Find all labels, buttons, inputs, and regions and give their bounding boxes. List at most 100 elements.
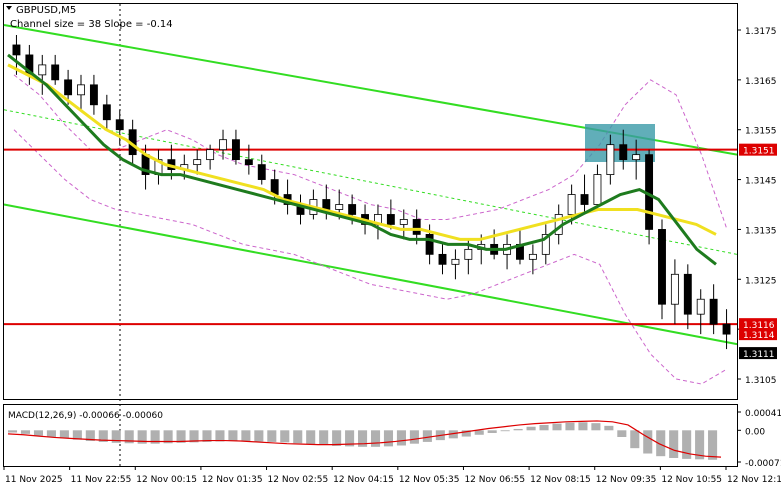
macd-tick-label: 0.00 <box>745 427 765 437</box>
macd-histogram-bar <box>461 430 471 437</box>
candle-body <box>115 119 124 131</box>
time-tick-label: 12 Nov 09:35 <box>596 475 657 485</box>
candle-body <box>412 219 421 235</box>
macd-histogram-bar <box>215 430 225 442</box>
macd-histogram-bar <box>332 430 342 446</box>
candle-body <box>438 253 447 265</box>
macd-histogram-bar <box>280 430 290 443</box>
candle-body <box>77 84 85 96</box>
macd-histogram-bar <box>98 430 108 442</box>
moving-averages <box>7 53 717 266</box>
price-tick-label: 1.3135 <box>745 226 777 236</box>
candle-body <box>606 144 615 175</box>
candle-body <box>580 194 589 205</box>
candle-body <box>425 234 434 255</box>
macd-histogram-bar <box>383 430 394 447</box>
macd-histogram-bar <box>409 430 419 444</box>
macd-histogram-bar <box>163 430 173 444</box>
macd-histogram-bar <box>254 430 264 442</box>
macd-histogram-bar <box>591 423 601 431</box>
macd-histogram-bar <box>319 430 329 446</box>
macd-histogram-bar <box>72 430 82 440</box>
channel-lower-line <box>3 203 738 346</box>
macd-histogram-bar <box>293 430 303 444</box>
price-tick-label: 1.3155 <box>745 127 777 137</box>
macd-histogram-bar <box>513 428 523 431</box>
time-tick-label: 12 Nov 06:55 <box>464 475 525 485</box>
candle-body <box>219 139 227 151</box>
candle-body <box>206 149 215 161</box>
candle-body <box>696 298 705 315</box>
candle-body <box>619 144 628 161</box>
price-pane-frame <box>3 3 738 400</box>
channel-mid-line <box>3 109 738 255</box>
macd-histogram-bar <box>306 430 316 445</box>
macd-histogram-bar <box>8 430 18 433</box>
macd-histogram-bar <box>604 425 614 431</box>
macd-histogram-bar <box>20 430 31 434</box>
candle-body <box>322 199 331 210</box>
time-tick-label: 12 Nov 02:55 <box>268 475 329 485</box>
time-tick-label: 11 Nov 22:55 <box>71 475 132 485</box>
ma-fast-line <box>7 53 717 266</box>
macd-histogram-bar <box>33 430 44 436</box>
price-tick-label: 1.3145 <box>745 177 777 187</box>
time-tick-label: 12 Nov 12:15 <box>727 475 781 485</box>
candle-body <box>528 253 537 260</box>
price-tag-bg <box>739 328 777 341</box>
time-tick-label: 12 Nov 05:35 <box>399 475 460 485</box>
dropdown-triangle-icon[interactable] <box>6 6 12 10</box>
time-tick-label: 12 Nov 00:15 <box>136 475 197 485</box>
macd-histogram-bar <box>656 430 666 457</box>
ma-slow-line <box>7 63 717 241</box>
macd-histogram-bar <box>124 430 134 444</box>
macd-signal-line <box>7 420 722 458</box>
candle-body <box>102 104 111 121</box>
price-tick-label: 1.3125 <box>745 276 777 286</box>
macd-histogram-bar <box>448 430 458 439</box>
candle-body <box>541 234 550 255</box>
envelope-lower-line <box>13 129 728 385</box>
candle-body <box>567 194 576 215</box>
macd-histogram-bar <box>422 430 432 442</box>
macd-tick-label: 0.00041 <box>745 409 781 419</box>
macd-histogram-bar <box>500 430 510 432</box>
macd-histogram-bar <box>474 430 484 435</box>
candle-body <box>64 79 73 96</box>
candle-body <box>12 44 21 56</box>
time-axis: 11 Nov 2025 11 Nov 22:55 12 Nov 00:15 12 No… <box>3 466 781 485</box>
time-tick-label: 12 Nov 01:35 <box>202 475 263 485</box>
macd-histogram-bar <box>267 430 277 442</box>
macd-histogram-bar <box>630 430 640 449</box>
candle-body <box>632 154 641 161</box>
macd-histogram-bar <box>189 430 199 443</box>
macd-histogram-bar <box>228 430 238 442</box>
candle-body <box>348 204 357 215</box>
candle-body <box>399 219 408 225</box>
candle-body <box>38 64 47 76</box>
level-tag-label: 1.3151 <box>743 147 775 157</box>
macd-histogram-bar <box>370 430 381 447</box>
macd-histogram-bar <box>643 430 653 454</box>
macd-histogram-bar <box>176 430 186 443</box>
time-tick-label: 12 Nov 08:15 <box>530 475 591 485</box>
candle-body <box>593 174 602 205</box>
time-tick-label: 12 Nov 04:15 <box>333 475 394 485</box>
macd-label: MACD(12,26,9) -0.00066 -0.00060 <box>8 411 163 421</box>
symbol-label: GBPUSD,M5 <box>16 5 76 16</box>
price-tick-label: 1.3105 <box>745 376 777 386</box>
macd-histogram-bar <box>565 422 575 431</box>
candle-body <box>231 139 240 161</box>
macd-histogram-bar <box>539 424 549 431</box>
candle-body <box>244 159 253 166</box>
macd-histogram-bar <box>526 426 536 431</box>
candle-body <box>709 298 718 325</box>
macd-histogram-bar <box>552 423 562 431</box>
macd-histogram-bar <box>617 430 627 437</box>
time-tick-label: 12 Nov 10:55 <box>661 475 722 485</box>
